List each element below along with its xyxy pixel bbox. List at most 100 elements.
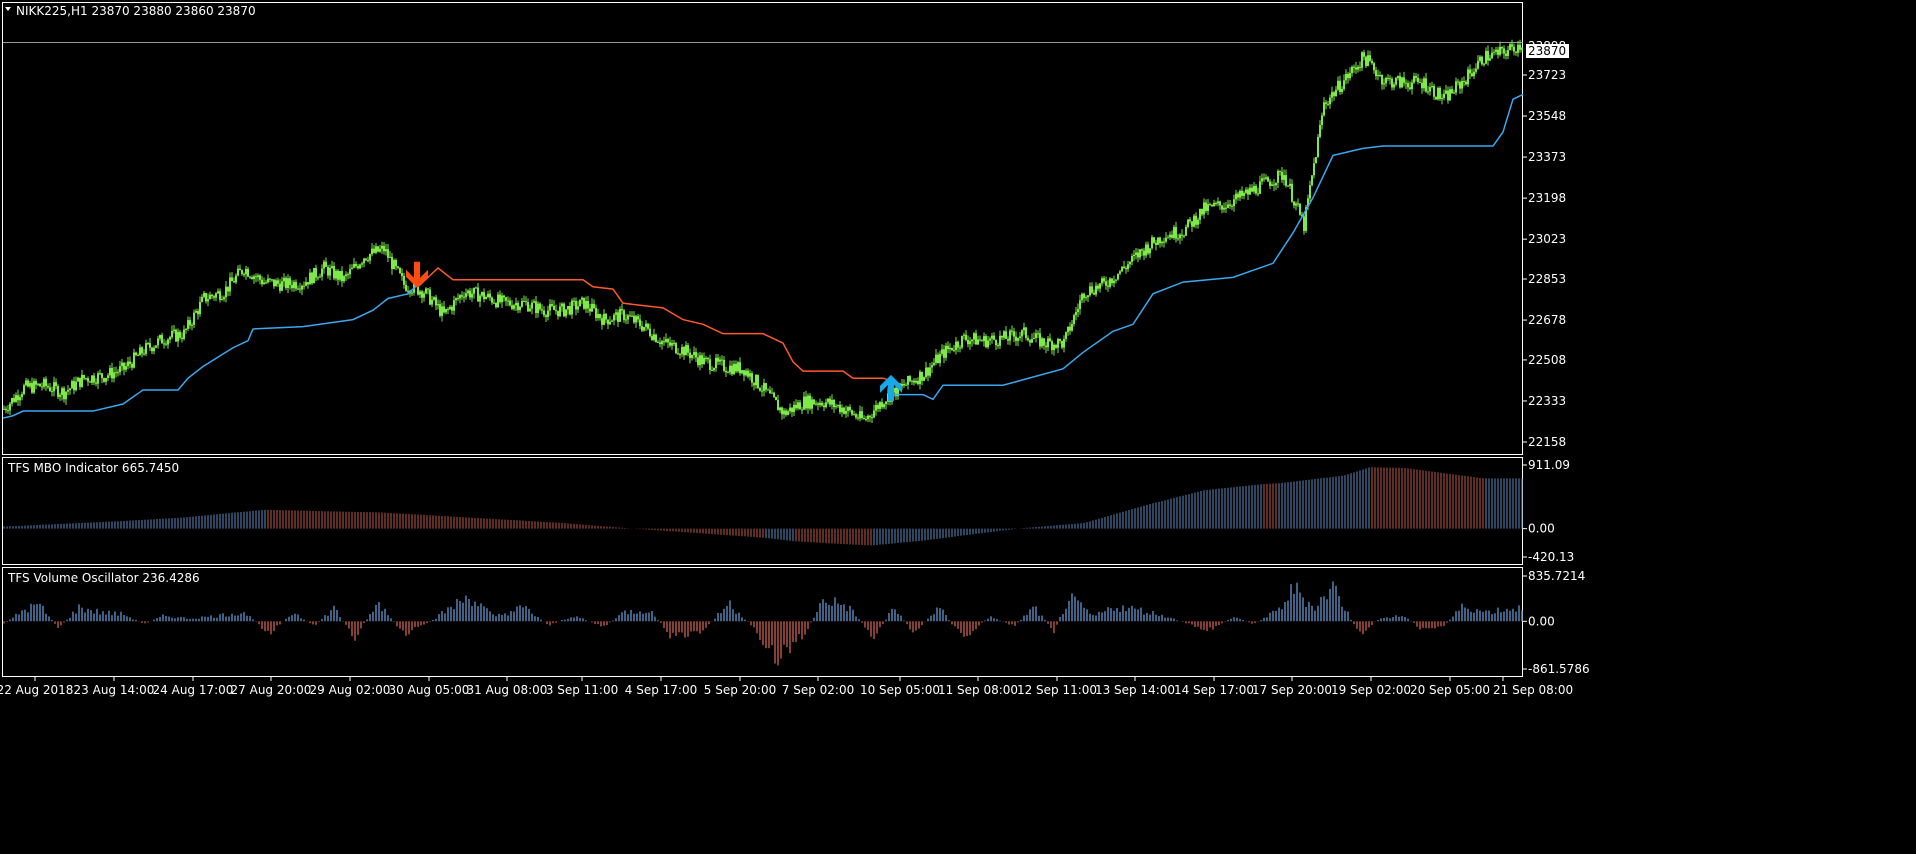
candle-body [45,378,47,387]
candle-body [759,388,761,391]
candle-body [1487,50,1489,61]
candle-body [801,409,803,411]
x-axis-label: 21 Sep 08:00 [1493,683,1573,697]
candle-body [1021,330,1023,337]
candle-body [611,320,613,322]
candle-body [1239,190,1241,198]
candle-body [233,281,235,283]
candle-body [621,309,623,311]
candle-body [397,266,399,268]
price-tick-label: 23023 [1528,232,1566,246]
candle-body [305,282,307,286]
candle-body [505,297,507,301]
x-axis-label: 29 Aug 02:00 [310,683,391,697]
candle-body [1103,278,1105,282]
candle-body [1329,97,1331,105]
candle-body [735,363,737,372]
candle-body [1147,244,1149,254]
current-price-tag [1526,44,1569,58]
candle-body [21,394,23,398]
candle-body [1231,205,1233,207]
candle-body [1367,55,1369,66]
candle-body [609,321,611,325]
candle-body [205,293,207,302]
candle-body [651,336,653,340]
candle-body [1395,77,1397,85]
candle-body [883,404,885,408]
candle-body [393,260,395,269]
candle-body [575,300,577,310]
candle-body [51,391,53,393]
candle-body [975,333,977,345]
candle-body [641,326,643,331]
candle-body [129,361,131,364]
vol-tick-label: 835.7214 [1528,569,1585,583]
candle-body [725,370,727,373]
candle-body [491,297,493,303]
candle-body [729,365,731,373]
candle-body [783,410,785,415]
candle-body [479,295,481,302]
candle-body [1251,187,1253,192]
candle-body [1107,285,1109,287]
candle-body [737,362,739,372]
candle-body [869,415,871,418]
candle-body [427,288,429,290]
candle-body [919,371,921,384]
candle-body [1293,201,1295,206]
candle-body [297,288,299,290]
candle-body [275,280,277,287]
candle-body [915,380,917,383]
candle-body [241,270,243,274]
chart-dropdown-icon[interactable] [5,7,11,11]
candle-body [1135,252,1137,255]
candle-body [659,342,661,345]
candle-body [615,312,617,315]
candle-body [1507,50,1509,56]
candle-body [943,349,945,358]
candle-body [99,373,101,375]
candle-body [385,249,387,252]
candle-body [683,347,685,356]
candle-body [61,388,63,395]
candle-body [1517,44,1519,53]
candle-body [1489,58,1491,61]
candle-body [995,339,997,346]
candle-body [1171,234,1173,238]
candle-body [1195,215,1197,225]
candle-body [249,276,251,278]
candle-body [1371,60,1373,64]
candle-body [953,349,955,351]
candle-body [435,297,437,306]
candle-body [217,291,219,294]
candle-body [1047,338,1049,348]
candle-body [509,300,511,306]
candle-body [41,386,43,388]
candle-body [181,337,183,339]
candle-body [667,339,669,343]
candle-body [1483,63,1485,65]
candle-body [447,308,449,310]
candle-body [399,267,401,274]
candle-body [567,306,569,310]
current-price-value: 23870 [1528,44,1566,58]
candle-body [487,293,489,298]
candle-body [193,312,195,325]
candle-body [921,371,923,381]
candle-body [973,333,975,340]
candle-body [815,403,817,405]
candle-body [595,307,597,318]
mbo-histogram [3,467,1523,546]
candle-body [951,347,953,351]
candle-body [199,301,201,315]
candle-body [649,328,651,337]
sell-arrow-icon [406,261,428,288]
candle-body [987,340,989,348]
candle-body [79,377,81,387]
vol-tick-label: 0.00 [1528,614,1555,628]
candle-body [999,335,1001,346]
candle-body [309,272,311,285]
candle-body [141,347,143,354]
